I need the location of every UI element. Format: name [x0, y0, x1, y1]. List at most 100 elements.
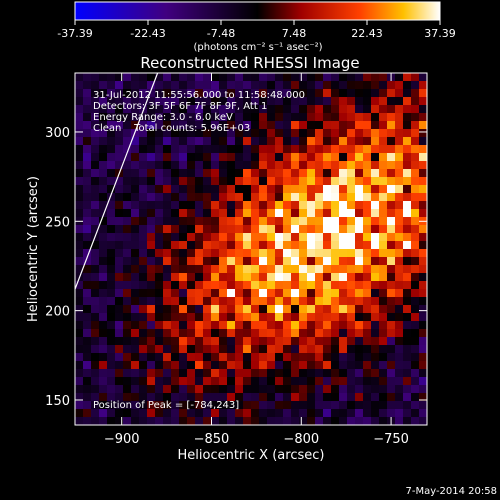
heatmap-cell — [115, 241, 124, 250]
heatmap-cell — [267, 225, 276, 234]
heatmap-cell — [147, 113, 156, 122]
heatmap-cell — [115, 89, 124, 98]
heatmap-cell — [347, 97, 356, 106]
heatmap-cell — [355, 369, 364, 378]
heatmap-cell — [411, 121, 420, 130]
heatmap-cell — [243, 145, 252, 154]
heatmap-cell — [211, 193, 220, 202]
heatmap-cell — [251, 209, 260, 218]
heatmap-cell — [91, 153, 100, 162]
heatmap-cell — [403, 417, 412, 425]
heatmap-cell — [155, 105, 164, 114]
heatmap-cell — [163, 329, 172, 338]
heatmap-cell — [115, 265, 124, 274]
heatmap-cell — [419, 297, 427, 306]
heatmap-cell — [291, 161, 300, 170]
heatmap-cell — [139, 81, 148, 90]
heatmap-cell — [163, 201, 172, 210]
heatmap-cell — [283, 233, 292, 242]
heatmap-cell — [355, 161, 364, 170]
heatmap-cell — [307, 137, 316, 146]
heatmap-cell — [323, 97, 332, 106]
heatmap-cell — [131, 113, 140, 122]
heatmap-cell — [131, 289, 140, 298]
heatmap-cell — [235, 305, 244, 314]
heatmap-cell — [283, 169, 292, 178]
heatmap-cell — [115, 121, 124, 130]
heatmap-cell — [363, 313, 372, 322]
heatmap-cell — [187, 161, 196, 170]
heatmap-cell — [163, 105, 172, 114]
heatmap-cell — [251, 137, 260, 146]
heatmap-cell — [163, 113, 172, 122]
heatmap-cell — [75, 201, 84, 210]
heatmap-cell — [203, 105, 212, 114]
heatmap-cell — [123, 177, 132, 186]
heatmap-cell — [315, 345, 324, 354]
heatmap-cell — [411, 265, 420, 274]
heatmap-cell — [107, 161, 116, 170]
heatmap-cell — [379, 393, 388, 402]
heatmap-cell — [243, 97, 252, 106]
heatmap-cell — [115, 145, 124, 154]
heatmap-cell — [267, 289, 276, 298]
heatmap-cell — [387, 377, 396, 386]
heatmap-cell — [403, 129, 412, 138]
heatmap-cell — [75, 129, 84, 138]
heatmap-cell — [379, 177, 388, 186]
heatmap-cell — [75, 401, 84, 410]
heatmap-cell — [219, 337, 228, 346]
heatmap-cell — [147, 105, 156, 114]
heatmap-cell — [339, 233, 348, 242]
heatmap-cell — [387, 305, 396, 314]
heatmap-cell — [195, 321, 204, 330]
heatmap-cell — [75, 81, 84, 90]
heatmap-cell — [107, 361, 116, 370]
heatmap-cell — [171, 337, 180, 346]
heatmap-cell — [299, 265, 308, 274]
heatmap-cell — [307, 281, 316, 290]
heatmap-cell — [91, 385, 100, 394]
heatmap-cell — [403, 89, 412, 98]
heatmap-cell — [347, 249, 356, 258]
heatmap-cell — [323, 305, 332, 314]
heatmap-cell — [331, 105, 340, 114]
heatmap-cell — [227, 185, 236, 194]
heatmap-cell — [347, 345, 356, 354]
heatmap-cell — [235, 377, 244, 386]
heatmap-cell — [355, 153, 364, 162]
heatmap-cell — [419, 385, 427, 394]
heatmap-cell — [139, 297, 148, 306]
heatmap-cell — [371, 185, 380, 194]
heatmap-cell — [323, 345, 332, 354]
heatmap-cell — [147, 209, 156, 218]
heatmap-cell — [211, 401, 220, 410]
heatmap-cell — [251, 113, 260, 122]
x-tick-label-2: −800 — [283, 432, 319, 447]
heatmap-cell — [379, 169, 388, 178]
heatmap-cell — [179, 281, 188, 290]
heatmap-cell — [99, 185, 108, 194]
heatmap-cell — [307, 273, 316, 282]
heatmap-cell — [99, 73, 108, 82]
heatmap-cell — [355, 417, 364, 425]
heatmap-cell — [235, 129, 244, 138]
heatmap-cell — [147, 161, 156, 170]
heatmap-cell — [235, 297, 244, 306]
heatmap-cell — [155, 97, 164, 106]
heatmap-cell — [283, 145, 292, 154]
heatmap-cell — [331, 225, 340, 234]
heatmap-cell — [371, 273, 380, 282]
heatmap-cell — [411, 329, 420, 338]
heatmap-cell — [155, 385, 164, 394]
heatmap-cell — [75, 105, 84, 114]
heatmap-cell — [115, 177, 124, 186]
heatmap-cell — [179, 385, 188, 394]
heatmap-cell — [227, 361, 236, 370]
heatmap-cell — [211, 73, 220, 82]
heatmap-cell — [251, 281, 260, 290]
heatmap-cell — [163, 361, 172, 370]
heatmap-cell — [395, 265, 404, 274]
heatmap-cell — [299, 161, 308, 170]
heatmap-cell — [171, 281, 180, 290]
